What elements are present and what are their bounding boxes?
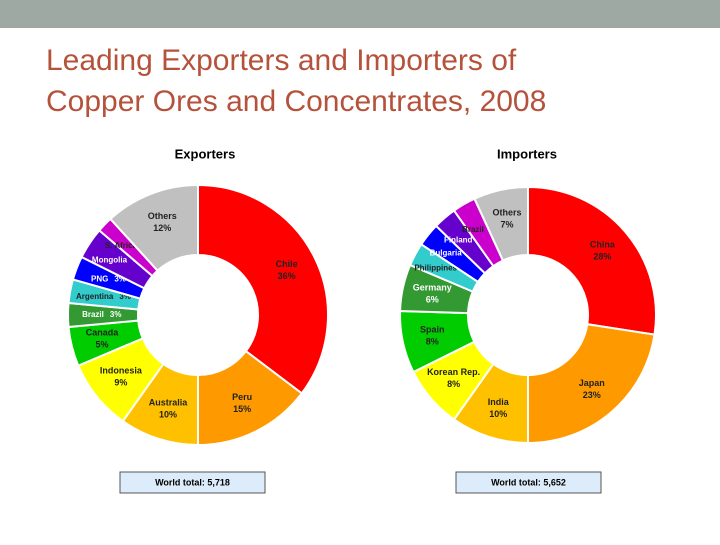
- world-total: World total: 5,652: [491, 477, 566, 487]
- slice-value: 9%: [114, 377, 127, 387]
- slice-value: 3%: [119, 292, 131, 301]
- world-total: World total: 5,718: [155, 477, 230, 487]
- chart-title: Importers: [497, 146, 557, 161]
- slice-value: 8%: [426, 336, 439, 346]
- donut-slice: [473, 185, 529, 262]
- slice-label: Canada: [86, 328, 120, 338]
- slice-label: Spain: [420, 324, 445, 334]
- slice-value: 3%: [114, 274, 126, 283]
- top-bar: [0, 0, 720, 28]
- donut-slice: [197, 183, 329, 395]
- slice-label: Mongolia: [92, 255, 128, 264]
- slice-value: 6%: [426, 294, 439, 304]
- slice-label: Brazil: [462, 225, 484, 234]
- slice-label: Brazil: [82, 310, 104, 319]
- slice-label: Peru: [232, 392, 252, 402]
- slice-label: PNG: [91, 274, 108, 283]
- slice-label: Argentina: [76, 292, 114, 301]
- slice-label: S. Africa: [105, 241, 138, 250]
- slice-label: China: [590, 240, 616, 250]
- slice-value: 12%: [153, 223, 171, 233]
- donut-slice: [109, 183, 199, 273]
- slide-title: Leading Exporters and Importers of Copper…: [46, 44, 546, 118]
- slice-label: Chile: [276, 259, 298, 269]
- slice-value: 10%: [489, 409, 507, 419]
- slice-label: Others: [493, 208, 522, 218]
- slice-value: 15%: [233, 404, 251, 414]
- donut-slice: [527, 185, 657, 336]
- slice-label: Japan: [579, 378, 605, 388]
- slice-value: 36%: [278, 271, 296, 281]
- slice-value: 5%: [95, 340, 108, 350]
- slice-label: Indonesia: [100, 365, 143, 375]
- slice-label: Australia: [149, 398, 189, 408]
- slice-value: 28%: [593, 252, 611, 262]
- slice-value: 3%: [110, 310, 122, 319]
- slice-label: Bulgaria: [430, 249, 463, 258]
- slice-label: Others: [148, 211, 177, 221]
- slice-label: Germany: [413, 282, 452, 292]
- total-box: [455, 471, 602, 494]
- total-box: [119, 471, 266, 494]
- slice-value: 23%: [583, 390, 601, 400]
- donut-slice: [527, 323, 656, 445]
- slice-label: Philippines: [414, 264, 457, 273]
- slice-value: 7%: [501, 220, 514, 230]
- slice-label: Korean Rep.: [427, 367, 480, 377]
- slice-value: 10%: [159, 410, 177, 420]
- chart-title: Exporters: [175, 146, 236, 161]
- slice-value: 8%: [447, 379, 460, 389]
- slice-label: India: [488, 397, 510, 407]
- slice-label: Finland: [444, 236, 473, 245]
